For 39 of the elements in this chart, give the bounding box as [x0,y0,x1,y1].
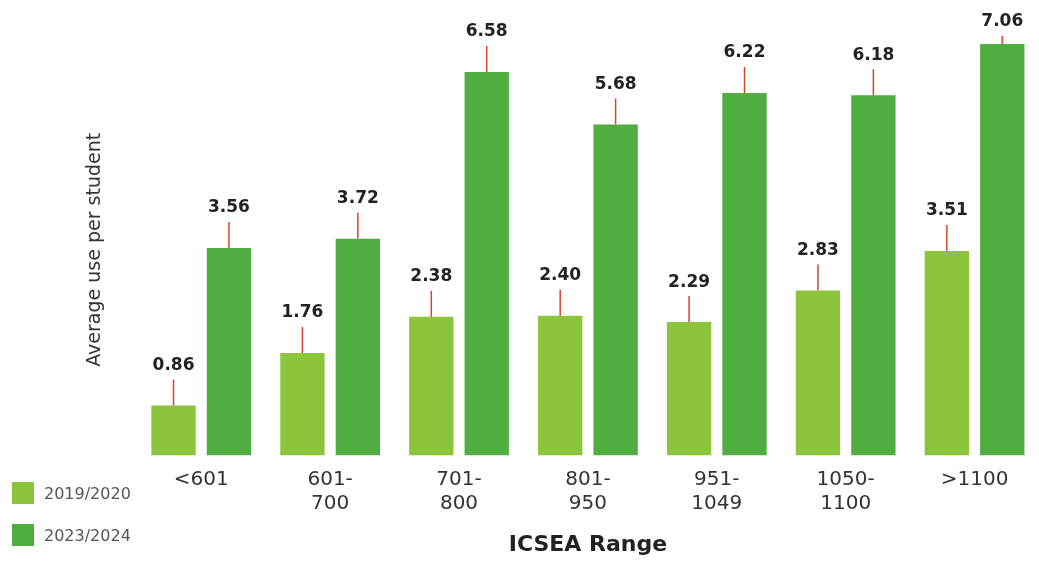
data-label: 2.38 [410,265,453,286]
data-label: 7.06 [981,10,1024,31]
bar [795,290,841,456]
bar [851,95,896,456]
bar [280,352,325,456]
bar [206,248,252,456]
legend-label: 2023/2024 [44,525,131,545]
data-label: 6.18 [852,43,895,64]
x-tick-label: <601 [173,465,229,490]
x-tick-label: 601-700 [307,465,353,514]
data-label: 3.72 [336,187,379,208]
x-tick-label: 801-950 [565,465,611,514]
x-tick-label: 701-800 [436,465,482,514]
data-label: 3.56 [207,196,250,217]
data-label: 5.68 [594,72,637,93]
x-tick-label: 951-1049 [691,465,743,514]
bar [464,71,509,456]
bar [538,315,583,456]
bar [335,238,381,456]
data-label: 1.76 [281,301,324,322]
bar [593,124,638,456]
bar [409,316,454,456]
data-label: 3.51 [925,199,968,220]
x-tick-label: 1050-1100 [816,465,875,514]
data-label: 2.40 [539,264,582,285]
bar [722,92,767,456]
data-label: 0.86 [152,353,195,374]
legend-label: 2019/2020 [44,483,131,503]
bar [924,250,970,456]
data-label: 2.83 [796,239,839,260]
data-label: 6.58 [465,20,508,41]
data-label: 2.29 [668,270,711,291]
bar [980,44,1025,456]
y-axis-title: Average use per student [82,132,105,367]
x-axis-title: ICSEA Range [508,530,668,556]
x-tick-label: >1100 [940,465,1009,490]
bar [666,322,712,456]
bar [151,405,196,456]
data-label: 6.22 [723,41,766,62]
